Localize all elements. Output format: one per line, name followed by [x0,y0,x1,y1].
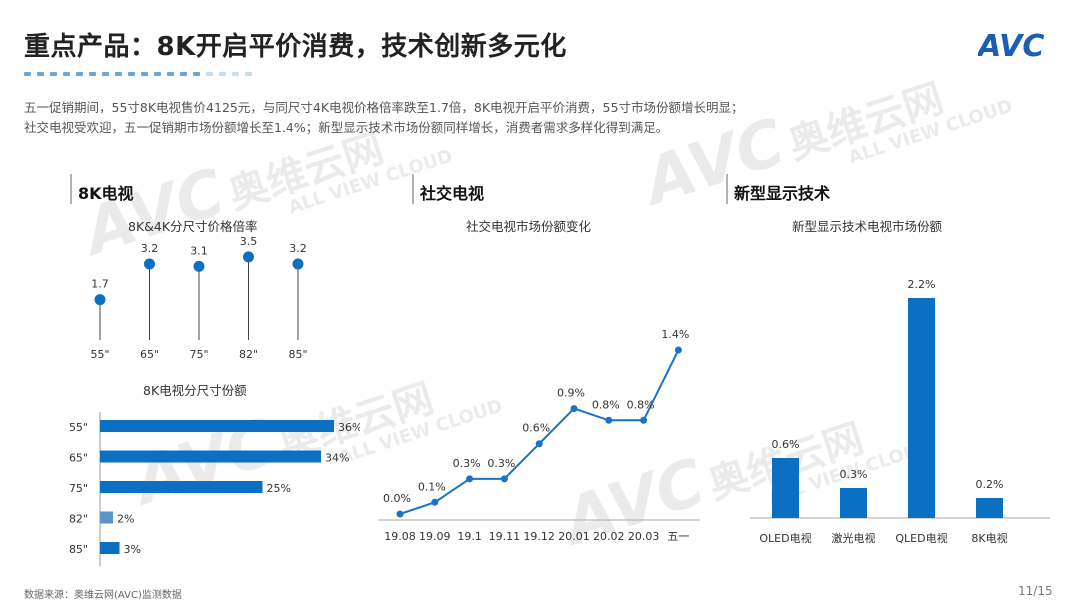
tick-label: 8K电视 [971,531,1007,545]
data-label: 0.3% [453,457,481,470]
data-label: 1.7 [91,278,109,291]
tick-label: 19.09 [419,530,451,543]
bar [100,511,113,524]
intro-text: 五一促销期间，55寸8K电视售价4125元，与同尺寸4K电视价格倍率跌至1.7倍… [24,98,1064,138]
data-label: 0.8% [627,398,655,411]
bar [840,488,867,518]
tick-label: 85" [288,348,307,361]
tick-label: 19.12 [523,530,555,543]
chart-title-size-share: 8K电视分尺寸份额 [143,383,247,398]
data-label: 0.6% [772,438,800,451]
price-ratio-chart: 1.7 55" 3.2 65" 3.1 75" 3.5 82" 3.2 85" [90,235,307,361]
line-point [431,498,439,506]
data-label: 3.5 [240,235,258,248]
page-title: 重点产品：8K开启平价消费，技术创新多元化 [24,32,567,62]
social-share-chart: 0.0% 19.08 0.1% 19.09 0.3% 19.1 0.3% 19.11 0.6% 1… [378,328,700,543]
bar [100,420,334,432]
lollipop-point [243,251,254,263]
tick-label: 65" [140,348,159,361]
intro-line-2: 社交电视受欢迎，五一促销期市场份额增长至1.4%；新型显示技术市场份额同样增长，… [24,120,669,135]
bar [908,298,935,518]
line-point [640,416,648,424]
tick-label: QLED电视 [895,531,947,545]
data-label: 25% [267,482,291,495]
bar [100,481,263,493]
size-share-chart: 36% 55" 34% 65" 25% 75" 2% 82" 3% 85" [69,412,360,567]
tick-label: 19.1 [457,530,482,543]
bar [772,458,799,518]
data-label: 1.4% [661,328,689,341]
avc-logo: AVC [978,29,1044,62]
tick-label: 激光电视 [832,531,876,545]
lollipop-point [292,258,304,270]
tick-label: 75" [69,482,88,495]
chart-title-price-ratio: 8K&4K分尺寸价格倍率 [128,219,258,234]
data-label: 0.6% [522,422,550,435]
tick-label: 82" [69,513,88,526]
data-label: 3.1 [190,244,208,257]
tick-label: OLED电视 [759,531,811,545]
data-label: 3% [124,543,141,556]
display-share-chart: 0.6% OLED电视 0.3% 激光电视 2.2% QLED电视 0.2% 8K电视 [750,278,1050,545]
title-dots [24,72,252,76]
line-point [605,416,613,424]
chart-title-display-share: 新型显示技术电视市场份额 [792,219,943,234]
lollipop-point [144,258,155,270]
tick-label: 85" [69,543,88,556]
data-label: 0.1% [418,480,446,493]
tick-label: 五一 [667,530,689,543]
tick-label: 20.03 [628,530,660,543]
tick-label: 82" [239,348,258,361]
data-label: 0.9% [557,387,585,400]
tick-label: 20.01 [558,530,590,543]
data-label: 3.2 [141,242,159,255]
tick-label: 75" [189,348,208,361]
data-label: 3.2 [289,242,307,255]
intro-line-1: 五一促销期间，55寸8K电视售价4125元，与同尺寸4K电视价格倍率跌至1.7倍… [24,100,744,115]
tick-label: 19.08 [384,530,416,543]
line-point [535,440,543,448]
data-label: 36% [338,421,360,434]
watermark-cn: 奥维云网 [222,125,390,219]
data-label: 34% [325,452,349,465]
section-8k-tv: 8K电视 [70,174,134,204]
bar [976,498,1003,518]
line-point [500,475,508,483]
line-point [674,346,682,354]
tick-label: 65" [69,452,88,465]
tick-label: 55" [69,421,88,434]
logo-text: AVC [978,29,1044,62]
data-source: 数据来源：奥维云网(AVC)监测数据 [24,590,182,601]
line-point [396,510,404,518]
section-new-display: 新型显示技术 [726,174,830,204]
data-label: 0.0% [383,492,411,505]
lollipop-point [94,294,106,306]
bar [100,450,321,463]
tick-label: 55" [90,348,109,361]
data-label: 0.8% [592,398,620,411]
tick-label: 20.02 [593,530,625,543]
data-label: 0.2% [976,478,1004,491]
data-label: 0.3% [487,457,515,470]
lollipop-point [193,260,205,272]
bar [100,542,120,554]
page-number: 11/15 [1018,584,1053,598]
section-social-tv: 社交电视 [412,174,484,204]
data-label: 0.3% [840,468,868,481]
data-label: 2.2% [908,278,936,291]
chart-title-social-share: 社交电视市场份额变化 [466,219,592,234]
tick-label: 19.11 [489,530,521,543]
line-point [466,475,474,483]
line-point [570,405,578,413]
data-label: 2% [117,513,134,526]
